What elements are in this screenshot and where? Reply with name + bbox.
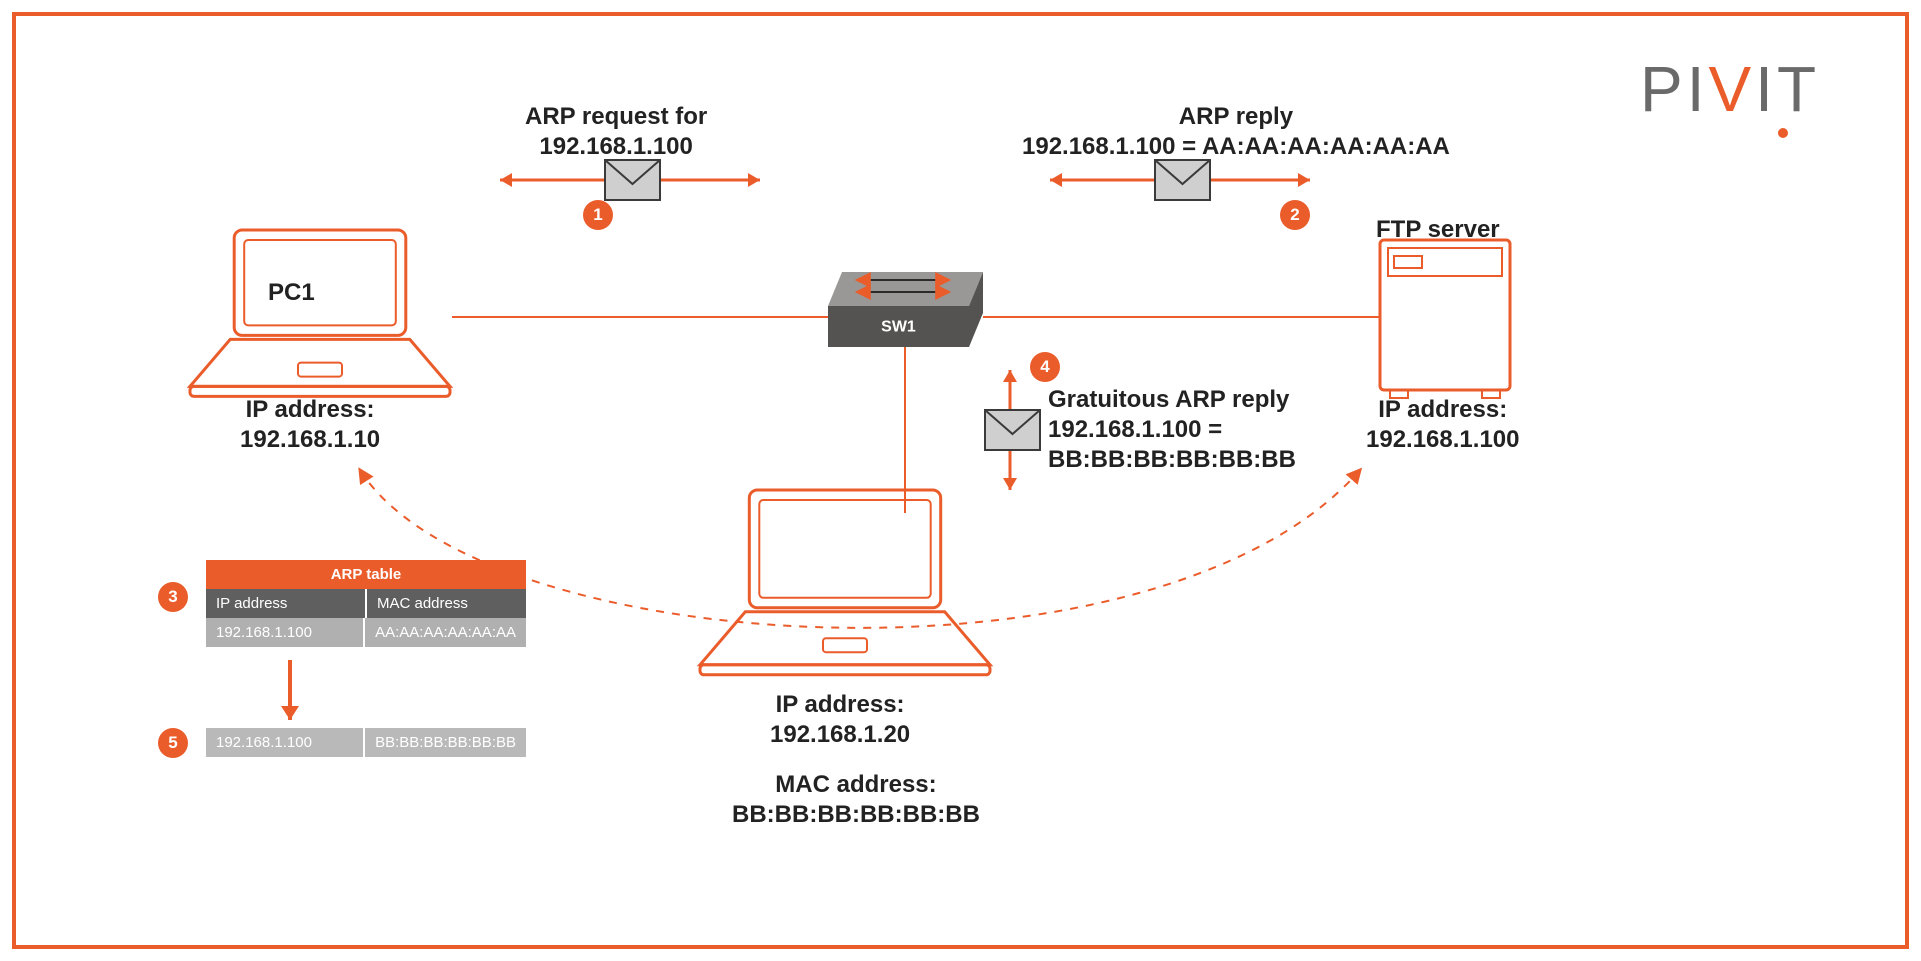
logo-dot-icon: [1778, 128, 1788, 138]
attacker-ip-text: IP address: 192.168.1.20: [770, 690, 910, 750]
arp-reply-line2: 192.168.1.100 = AA:AA:AA:AA:AA:AA: [1022, 133, 1450, 160]
arp-table-title: ARP table: [206, 560, 526, 589]
logo-part-accent: V: [1708, 53, 1755, 125]
step-badge-4: 4: [1030, 352, 1060, 382]
step-badge-3: 3: [158, 582, 188, 612]
arp-reply-text: ARP reply 192.168.1.100 = AA:AA:AA:AA:AA…: [1022, 102, 1450, 162]
ftp-ip-value: 192.168.1.100: [1366, 426, 1519, 453]
arp-col-mac: MAC address: [367, 589, 526, 618]
brand-logo: PIVIT: [1640, 52, 1820, 126]
logo-part-1: PI: [1640, 53, 1708, 125]
arp-row2-ip: 192.168.1.100: [206, 728, 365, 757]
gratuitous-line3: BB:BB:BB:BB:BB:BB: [1048, 446, 1296, 473]
logo-part-3: IT: [1755, 53, 1820, 125]
step-badge-1: 1: [583, 200, 613, 230]
arp-row2-mac: BB:BB:BB:BB:BB:BB: [365, 728, 526, 757]
arp-table-row-2: 192.168.1.100 BB:BB:BB:BB:BB:BB: [206, 728, 526, 757]
arp-row1-mac: AA:AA:AA:AA:AA:AA: [365, 618, 526, 647]
arp-reply-line1: ARP reply: [1179, 103, 1293, 130]
gratuitous-arp-text: Gratuitous ARP reply 192.168.1.100 = BB:…: [1048, 385, 1296, 475]
pc1-ip-text: IP address: 192.168.1.10: [240, 395, 380, 455]
arp-table: ARP table IP address MAC address 192.168…: [206, 560, 526, 647]
arp-request-text: ARP request for 192.168.1.100: [525, 102, 707, 162]
ftp-ip-text: IP address: 192.168.1.100: [1366, 395, 1519, 455]
attacker-ip-value: 192.168.1.20: [770, 721, 910, 748]
pc1-label: PC1: [268, 278, 315, 308]
attacker-mac-value: BB:BB:BB:BB:BB:BB: [732, 801, 980, 828]
pc1-ip-value: 192.168.1.10: [240, 426, 380, 453]
arp-table-header: IP address MAC address: [206, 589, 526, 618]
gratuitous-line1: Gratuitous ARP reply: [1048, 386, 1289, 413]
pc1-ip-label: IP address:: [246, 396, 375, 423]
attacker-mac-label: MAC address:: [775, 771, 936, 798]
step-badge-2: 2: [1280, 200, 1310, 230]
ftp-title: FTP server: [1376, 215, 1500, 245]
arp-row1-ip: 192.168.1.100: [206, 618, 365, 647]
gratuitous-line2: 192.168.1.100 =: [1048, 416, 1222, 443]
ftp-ip-label: IP address:: [1378, 396, 1507, 423]
svg-text:SW1: SW1: [881, 319, 916, 336]
attacker-ip-label: IP address:: [776, 691, 905, 718]
arp-table-row-1: 192.168.1.100 AA:AA:AA:AA:AA:AA: [206, 618, 526, 647]
attacker-mac-text: MAC address: BB:BB:BB:BB:BB:BB: [732, 770, 980, 830]
arp-col-ip: IP address: [206, 589, 367, 618]
arp-request-line2: 192.168.1.100: [539, 133, 692, 160]
step-badge-5: 5: [158, 728, 188, 758]
arp-request-line1: ARP request for: [525, 103, 707, 130]
